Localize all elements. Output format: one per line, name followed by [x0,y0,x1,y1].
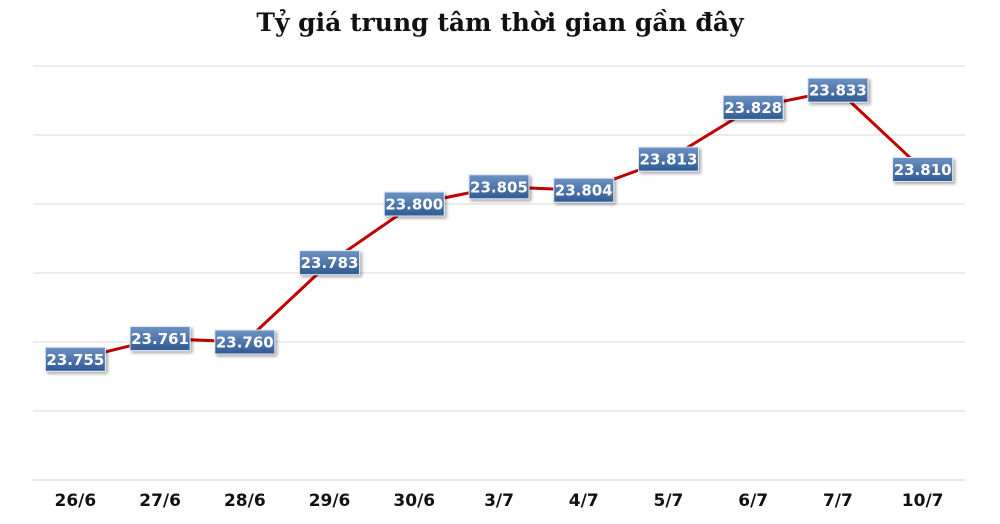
x-tick-label: 3/7 [484,491,514,511]
data-label-text: 23.828 [724,99,782,117]
x-tick-label: 5/7 [654,491,684,511]
x-tick-label: 6/7 [738,491,768,511]
data-label-box [807,77,869,103]
data-label: 23.755 [44,346,106,372]
data-label-box [44,346,106,372]
x-tick-label: 29/6 [309,491,351,511]
data-label-text: 23.760 [216,334,274,352]
data-label: 23.805 [468,174,530,200]
x-tick-label: 27/6 [139,491,181,511]
data-label: 23.810 [892,157,954,182]
data-label-box [553,177,615,203]
data-label-text: 23.804 [555,182,613,200]
data-label: 23.760 [214,329,276,355]
x-tick-label: 28/6 [224,491,266,511]
x-tick-label: 4/7 [569,491,599,511]
data-label-text: 23.805 [470,178,528,196]
data-label: 23.813 [637,146,699,172]
data-label-box [383,191,445,217]
x-tick-label: 7/7 [823,491,853,511]
data-label-text: 23.813 [640,151,698,169]
x-tick-label: 26/6 [55,491,97,511]
data-label-text: 23.783 [301,254,359,272]
data-label: 23.833 [807,77,869,103]
data-label: 23.828 [722,94,784,120]
data-label-box [129,326,191,352]
data-label: 23.800 [383,191,445,217]
series-line [75,88,924,361]
data-label-text: 23.761 [131,330,189,348]
data-label-text: 23.755 [46,351,104,369]
data-label-box [468,174,530,200]
data-label-text: 23.800 [385,196,443,214]
x-tick-label: 10/7 [902,491,944,511]
data-label-text: 23.810 [894,161,952,179]
data-label-box [214,329,276,355]
data-label-box [892,157,954,182]
data-label-box [299,250,361,276]
x-tick-label: 30/6 [393,491,435,511]
data-label: 23.804 [553,177,615,203]
chart-title: Tỷ giá trung tâm thời gian gần đây [256,8,744,37]
data-label: 23.783 [299,250,361,276]
data-label-box [722,94,784,120]
data-label-box [637,146,699,172]
data-label-text: 23.833 [809,82,867,100]
data-label: 23.761 [129,326,191,352]
